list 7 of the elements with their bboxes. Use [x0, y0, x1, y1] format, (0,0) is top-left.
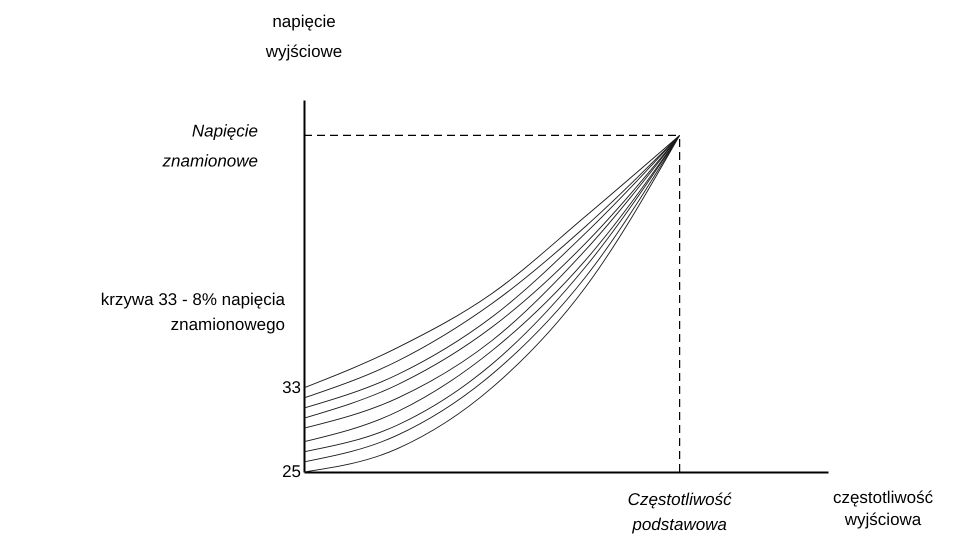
text: Częstotliwość podstawowa [628, 490, 732, 534]
text: krzywa 33 - 8% napięcia znamionowego [100, 290, 286, 334]
y-axis-title: napięcie wyjściowe [264, 12, 342, 61]
text: częstotliwość wyjściowa [832, 488, 934, 529]
ref-line-label: Napięcie znamionowe [162, 121, 258, 170]
text: 33 [282, 378, 301, 397]
text: 25 [282, 462, 301, 481]
